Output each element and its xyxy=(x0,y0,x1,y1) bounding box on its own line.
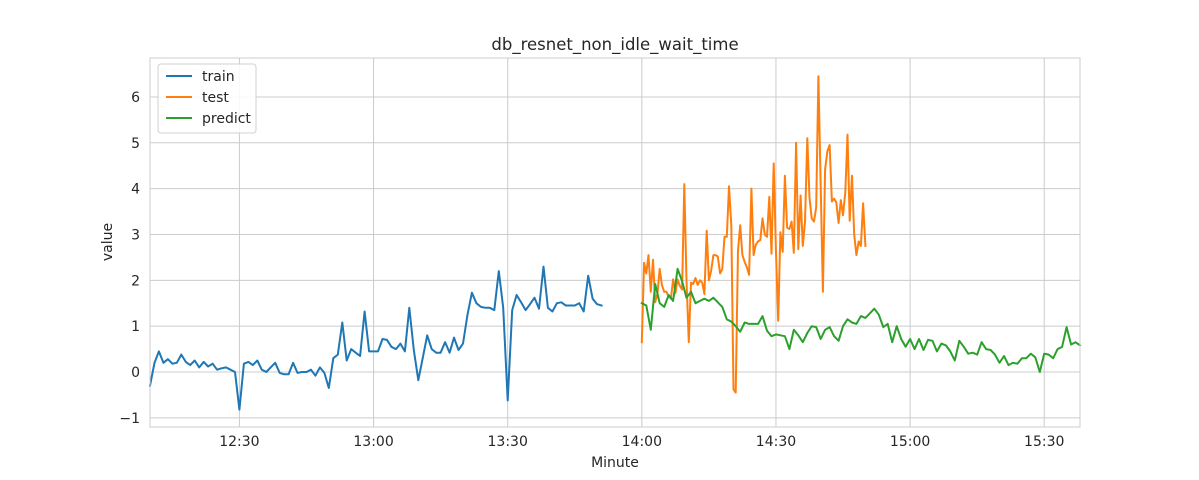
legend: train test predict xyxy=(157,63,257,134)
legend-label-predict: predict xyxy=(202,111,251,127)
x-tick-label: 15:00 xyxy=(890,434,930,450)
x-axis-ticks: 12:30 13:00 13:30 14:00 14:30 15:00 15:30 xyxy=(219,434,1064,450)
legend-label-train: train xyxy=(202,69,235,85)
series-layer xyxy=(148,75,1082,411)
x-axis-label: Minute xyxy=(591,455,639,471)
y-tick-label: 4 xyxy=(131,182,140,198)
x-tick-label: 13:30 xyxy=(488,434,528,450)
y-tick-label: 6 xyxy=(131,90,140,106)
x-tick-label: 14:30 xyxy=(756,434,796,450)
y-tick-label: −1 xyxy=(119,411,140,427)
x-tick-label: 13:00 xyxy=(353,434,393,450)
series-line-test xyxy=(640,75,867,394)
y-tick-label: 3 xyxy=(131,227,140,243)
y-tick-label: 1 xyxy=(131,319,140,335)
plot-frame xyxy=(149,57,1081,428)
y-tick-label: 0 xyxy=(131,365,140,381)
chart-title: db_resnet_non_idle_wait_time xyxy=(491,35,738,55)
legend-box xyxy=(157,63,257,134)
legend-label-test: test xyxy=(202,90,229,106)
series-line-predict xyxy=(640,267,1082,373)
y-tick-label: 5 xyxy=(131,136,140,152)
x-tick-label: 15:30 xyxy=(1024,434,1064,450)
y-axis-ticks: −1 0 1 2 3 4 5 6 xyxy=(119,90,140,427)
plot-area xyxy=(150,58,1080,427)
series-line-train xyxy=(148,265,603,411)
x-tick-label: 14:00 xyxy=(622,434,662,450)
y-tick-label: 2 xyxy=(131,273,140,289)
grid-lines xyxy=(150,58,1080,427)
y-axis-label: value xyxy=(100,223,116,261)
x-tick-label: 12:30 xyxy=(219,434,259,450)
